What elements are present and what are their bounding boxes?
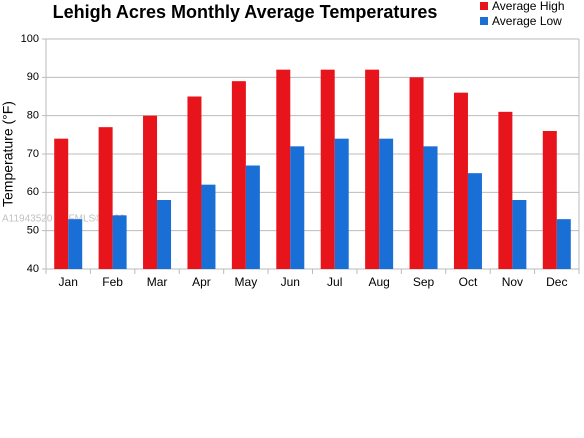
y-tick-label: 50 — [27, 225, 39, 237]
bar — [423, 146, 438, 269]
legend-label: Average High — [492, 0, 565, 13]
bar — [231, 81, 246, 270]
y-tick-label: 70 — [27, 148, 39, 160]
y-axis-label: Temperature (°F) — [0, 101, 16, 207]
bar — [512, 200, 527, 269]
bar — [201, 184, 216, 269]
bar — [245, 165, 260, 269]
x-tick-label: Dec — [546, 275, 567, 289]
bar — [112, 215, 127, 269]
x-tick-label: Feb — [102, 275, 123, 289]
bar — [379, 138, 394, 269]
chart-title: Lehigh Acres Monthly Average Temperature… — [53, 2, 438, 22]
x-tick-label: Oct — [459, 275, 478, 289]
x-tick-label: Jan — [59, 275, 78, 289]
bar — [68, 219, 83, 269]
bar — [143, 115, 158, 270]
x-tick-label: May — [235, 275, 258, 289]
y-tick-label: 90 — [27, 71, 39, 83]
bar — [467, 173, 482, 269]
y-tick-label: 100 — [21, 33, 39, 45]
bar — [320, 69, 335, 270]
y-tick-label: 80 — [27, 110, 39, 122]
bar — [542, 131, 557, 269]
legend-swatch — [480, 2, 488, 10]
x-tick-label: Apr — [192, 275, 211, 289]
legend-label: Average Low — [492, 14, 562, 28]
legend-swatch — [480, 17, 488, 25]
bar — [157, 200, 172, 269]
x-tick-label: Aug — [368, 275, 389, 289]
x-tick-label: Jul — [327, 275, 342, 289]
bar — [54, 138, 69, 269]
x-tick-label: Jun — [281, 275, 300, 289]
bar — [453, 92, 468, 270]
y-tick-label: 40 — [27, 263, 39, 275]
bar — [98, 127, 113, 270]
x-tick-label: Mar — [147, 275, 168, 289]
bar — [290, 146, 305, 269]
bar — [409, 77, 424, 269]
bar — [556, 219, 571, 269]
bar — [498, 111, 513, 269]
bar — [276, 69, 291, 270]
x-tick-label: Nov — [502, 275, 523, 289]
bar — [187, 96, 202, 269]
bar — [365, 69, 380, 270]
x-tick-label: Sep — [413, 275, 435, 289]
y-tick-label: 60 — [27, 186, 39, 198]
bar — [334, 138, 349, 269]
